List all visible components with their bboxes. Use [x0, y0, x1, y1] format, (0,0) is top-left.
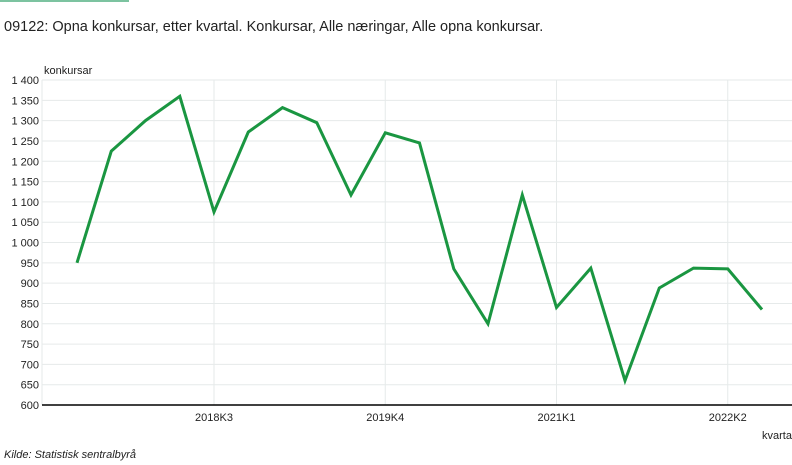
y-tick-label: 1 250	[11, 136, 39, 148]
x-tick-label: 2021K1	[538, 412, 576, 424]
y-tick-label: 1 150	[11, 177, 39, 189]
chart-title: 09122: Opna konkursar, etter kvartal. Ko…	[4, 19, 544, 35]
y-tick-label: 1 350	[11, 95, 39, 107]
accent-bar	[0, 0, 129, 2]
y-axis-ticks: 600 650 700 750 800 850 900 950 1 000 1 050 1 100 1…	[11, 75, 39, 412]
x-tick-label: 2018K3	[195, 412, 233, 424]
y-tick-label: 950	[21, 258, 39, 270]
y-tick-label: 850	[21, 298, 39, 310]
y-tick-label: 700	[21, 359, 39, 371]
y-tick-label: 1 200	[11, 156, 39, 168]
source-note: Kilde: Statistisk sentralbyrå	[4, 449, 137, 461]
y-tick-label: 600	[21, 400, 39, 412]
x-axis-ticks: 2018K3 2019K4 2021K1 2022K2	[195, 412, 747, 424]
gridlines	[41, 79, 792, 405]
x-tick-label: 2022K2	[709, 412, 747, 424]
y-tick-label: 1 050	[11, 217, 39, 229]
x-tick-label: 2019K4	[366, 412, 404, 424]
y-tick-label: 1 000	[11, 238, 39, 250]
y-tick-label: 900	[21, 278, 39, 290]
y-tick-label: 650	[21, 380, 39, 392]
y-tick-label: 1 100	[11, 197, 39, 209]
y-axis-label: konkursar	[44, 65, 93, 77]
y-tick-label: 1 300	[11, 116, 39, 128]
x-axis-label: kvartal	[762, 430, 792, 442]
series-line	[75, 93, 764, 386]
y-tick-label: 1 400	[11, 75, 39, 87]
y-tick-label: 750	[21, 339, 39, 351]
y-tick-label: 800	[21, 319, 39, 331]
